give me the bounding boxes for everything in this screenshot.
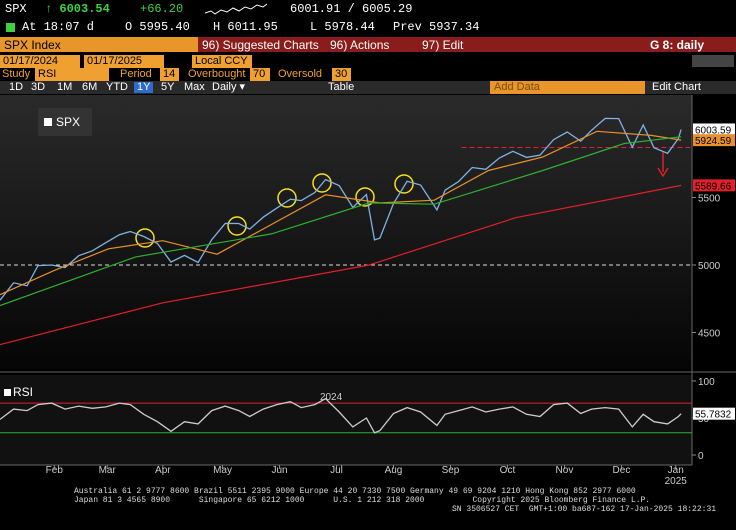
price-panel (0, 95, 692, 370)
chart-id[interactable]: G 8: daily (650, 38, 705, 52)
oversold[interactable]: 30 (332, 68, 351, 81)
table-button[interactable]: Table (328, 81, 355, 93)
x-tick-label: Jan (668, 465, 684, 476)
y-tick-label: 5000 (698, 261, 721, 272)
x-tick-label: Jul (330, 465, 343, 476)
add-data[interactable]: Add Data (494, 81, 540, 93)
legend-swatch (44, 118, 52, 126)
end-label-box (693, 134, 735, 147)
end-label: 6003.59 (695, 125, 732, 136)
x-tick-label: May (213, 465, 232, 476)
footer-line: SN 3506527 CET GMT+1:00 ba687-162 17-Jan… (452, 505, 717, 514)
x-tick-label: Nov (556, 465, 574, 476)
y-tick-label: 100 (698, 377, 715, 388)
footer-line: Japan 81 3 4565 8900 Singapore 65 6212 1… (74, 496, 651, 505)
range-button[interactable]: YTD (106, 81, 128, 93)
series-line (0, 130, 682, 296)
x-tick-label: Dec (613, 465, 631, 476)
range-button[interactable]: 3D (31, 81, 46, 93)
end-label: 55.7832 (695, 410, 732, 421)
legend-label: SPX (56, 115, 80, 129)
low: L 5978.44 (310, 20, 375, 34)
series-line (0, 397, 682, 434)
series-line (0, 184, 682, 346)
frequency[interactable]: Daily ▾ (212, 81, 246, 93)
legend-swatch (4, 389, 11, 396)
period-label: Period (120, 68, 152, 80)
range-button[interactable]: 1M (57, 81, 73, 93)
menu-item[interactable]: 96) Suggested Charts (202, 38, 319, 52)
end-label-box (693, 179, 735, 192)
x-tick-label: Feb (46, 465, 64, 476)
end-date[interactable]: 01/17/2025 (84, 55, 164, 68)
period[interactable]: 14 (160, 68, 179, 81)
annotations (135, 173, 414, 248)
x-tick-label: Aug (385, 465, 403, 476)
prev: Prev 5937.34 (393, 20, 480, 34)
x-tick-label: Sep (442, 465, 460, 476)
study[interactable]: RSI (35, 68, 109, 81)
sparkline (205, 3, 267, 15)
overbought-label: Overbought (188, 68, 246, 80)
year-label: 2025 (665, 476, 688, 486)
edit-chart[interactable]: Edit Chart (652, 81, 701, 93)
y-tick-label: 5500 (698, 193, 721, 204)
oversold-label: Oversold (278, 68, 323, 80)
high: H 6011.95 (213, 20, 278, 34)
x-tick-label: Apr (155, 465, 171, 476)
legend-box (38, 108, 92, 136)
year-label: 2024 (320, 392, 343, 403)
arrow (657, 152, 669, 178)
y-tick-label: 4500 (698, 328, 721, 339)
last-price: ↑ 6003.54 (45, 2, 110, 16)
end-label-box (693, 123, 735, 136)
menu-item[interactable]: 97) Edit (422, 38, 464, 52)
study-label: Study (2, 68, 31, 80)
end-label: 5924.59 (695, 136, 732, 147)
x-tick-label: Jun (271, 465, 287, 476)
footer-line: Australia 61 2 9777 8600 Brazil 5511 239… (74, 487, 636, 496)
change: +66.20 (140, 2, 184, 16)
ticker: SPX (5, 2, 27, 16)
start-date[interactable]: 01/17/2024 (0, 55, 80, 68)
series-line (0, 117, 682, 301)
add-data-box[interactable] (490, 81, 645, 94)
overbought[interactable]: 70 (250, 68, 270, 81)
end-label: 5589.66 (695, 181, 732, 192)
range-button[interactable]: 1Y (134, 82, 154, 93)
range-button[interactable]: Max (184, 81, 205, 93)
range-button[interactable]: 5Y (161, 81, 175, 93)
security-box[interactable] (0, 37, 198, 52)
y-tick-label: 0 (698, 451, 704, 462)
x-tick-label: Oct (500, 465, 516, 476)
bid-ask: 6001.91 / 6005.29 (290, 2, 413, 16)
menu-item[interactable]: 96) Actions (330, 38, 390, 52)
time: At 18:07 d (22, 20, 95, 34)
currency[interactable]: Local CCY (192, 55, 252, 68)
end-label-box (693, 407, 735, 420)
range-button[interactable]: 1D (9, 81, 24, 93)
legend-label: RSI (13, 385, 33, 399)
open: O 5995.40 (125, 20, 190, 34)
x-tick-label: Mar (99, 465, 117, 476)
series-line (0, 136, 682, 307)
security[interactable]: SPX Index (4, 38, 61, 52)
nav-buttons[interactable] (692, 55, 734, 67)
status-dot (6, 23, 15, 32)
range-button[interactable]: 6M (82, 81, 98, 93)
